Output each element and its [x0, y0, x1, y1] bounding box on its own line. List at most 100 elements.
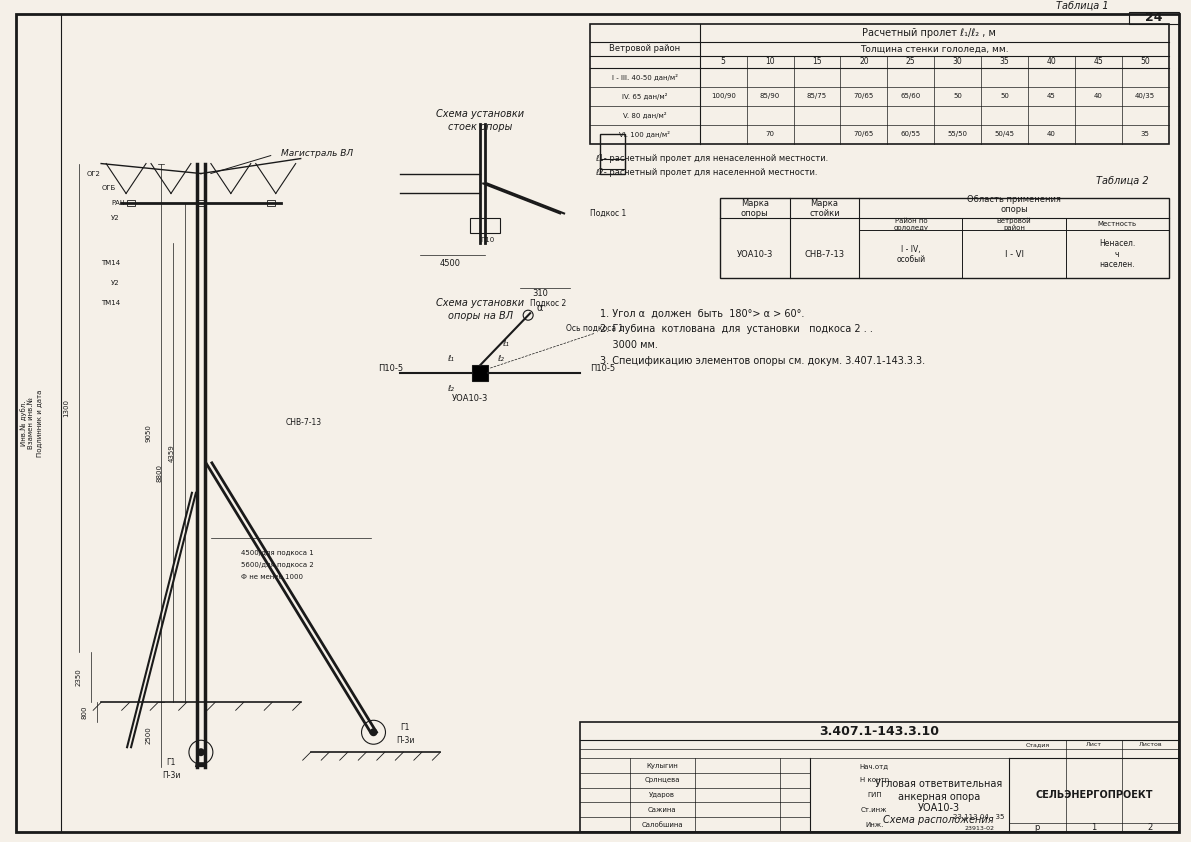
Text: ℓ2- расчетный пролет для населенной местности.: ℓ2- расчетный пролет для населенной мест… — [596, 168, 817, 177]
Text: ℓ₁: ℓ₁ — [447, 354, 454, 363]
Text: 50: 50 — [1000, 93, 1009, 99]
Text: 50: 50 — [953, 93, 962, 99]
Text: 60/55: 60/55 — [900, 131, 921, 137]
Text: Ветровой
район: Ветровой район — [997, 217, 1031, 232]
Text: РАЧ: РАЧ — [111, 200, 125, 206]
Text: Толщина стенки гололеда, мм.: Толщина стенки гололеда, мм. — [860, 45, 1009, 53]
Text: 15: 15 — [812, 57, 822, 67]
Text: 3. Спецификацию элементов опоры см. докум. 3.407.1-143.3.3.: 3. Спецификацию элементов опоры см. доку… — [600, 356, 925, 366]
Bar — [473, 365, 488, 381]
Text: 1. Угол α  должен  быть  180°> α > 60°.: 1. Угол α должен быть 180°> α > 60°. — [600, 308, 804, 318]
Text: 23.113 04   35: 23.113 04 35 — [954, 814, 1005, 820]
Text: Ненасел.
ч
населен.: Ненасел. ч населен. — [1099, 239, 1135, 269]
Text: 70/65: 70/65 — [854, 131, 874, 137]
Text: Ударов: Ударов — [649, 792, 675, 798]
Text: 23913-02: 23913-02 — [965, 825, 994, 830]
Text: VI. 100 дaн/м²: VI. 100 дaн/м² — [619, 131, 671, 137]
Text: 4500/для подкоса 1: 4500/для подкоса 1 — [241, 550, 313, 556]
Text: 9050: 9050 — [145, 424, 151, 442]
Text: Листов: Листов — [1139, 742, 1162, 747]
Text: I - IV,
особый: I - IV, особый — [897, 245, 925, 264]
Text: ГИП: ГИП — [867, 792, 881, 798]
Bar — [600, 158, 625, 168]
Text: 45: 45 — [1093, 57, 1103, 67]
Text: р: р — [1035, 823, 1040, 832]
Text: 3.407.1-143.3.10: 3.407.1-143.3.10 — [819, 725, 940, 738]
Text: Местность: Местность — [1098, 221, 1136, 227]
Bar — [580, 722, 1179, 832]
Text: 5600/для подкоса 2: 5600/для подкоса 2 — [241, 562, 313, 568]
Text: V. 80 дaн/м²: V. 80 дaн/м² — [623, 112, 667, 119]
Text: П10: П10 — [480, 237, 494, 243]
Text: ТМ14: ТМ14 — [101, 260, 120, 266]
Text: Кулыгин: Кулыгин — [647, 763, 678, 769]
Text: СНВ-7-13: СНВ-7-13 — [286, 418, 322, 428]
Text: 30: 30 — [953, 57, 962, 67]
Text: 25: 25 — [906, 57, 916, 67]
Text: Лист: Лист — [1086, 742, 1102, 747]
Text: УОА10-3: УОА10-3 — [453, 393, 488, 402]
Text: 8800: 8800 — [157, 464, 163, 482]
Text: П10-5: П10-5 — [378, 364, 403, 372]
Text: Инж.: Инж. — [865, 822, 884, 828]
Text: П-3и: П-3и — [162, 770, 180, 780]
Text: У2: У2 — [111, 280, 120, 286]
Text: стоек опоры: стоек опоры — [448, 121, 512, 131]
Text: П10-5: П10-5 — [590, 364, 615, 372]
Text: Ветровой район: Ветровой район — [610, 45, 680, 53]
Text: Схема установки: Схема установки — [436, 109, 524, 119]
Bar — [197, 200, 205, 206]
Text: IV. 65 дaн/м²: IV. 65 дaн/м² — [622, 93, 668, 99]
Text: 85/75: 85/75 — [807, 93, 827, 99]
Text: 4359: 4359 — [169, 444, 175, 461]
Text: Марка
стойки: Марка стойки — [809, 199, 840, 218]
Text: Н контр: Н контр — [860, 777, 888, 783]
Text: П-3и: П-3и — [397, 736, 414, 744]
Text: ОГБ: ОГБ — [101, 185, 116, 191]
Text: опоры на ВЛ: опоры на ВЛ — [448, 312, 513, 321]
Text: 2. Глубина  котлована  для  установки   подкоса 2 . .: 2. Глубина котлована для установки подко… — [600, 324, 873, 334]
Text: 50/45: 50/45 — [994, 131, 1015, 137]
Text: У2: У2 — [111, 216, 120, 221]
Text: 40: 40 — [1047, 57, 1056, 67]
Text: I - VI: I - VI — [1004, 250, 1023, 258]
Bar — [719, 199, 1168, 279]
Text: ℓ1- расчетный пролет для ненаселенной местности.: ℓ1- расчетный пролет для ненаселенной ме… — [596, 154, 828, 163]
Text: Сажина: Сажина — [648, 807, 676, 813]
Text: Угловая ответвительная: Угловая ответвительная — [875, 779, 1003, 789]
Text: 5: 5 — [721, 57, 725, 67]
Text: Подкос 2: Подкос 2 — [530, 299, 567, 307]
Text: 40/35: 40/35 — [1135, 93, 1155, 99]
Circle shape — [197, 749, 205, 756]
Text: УОА10-3: УОА10-3 — [736, 250, 773, 258]
Text: 2350: 2350 — [75, 669, 81, 686]
Bar — [267, 200, 275, 206]
Text: 45: 45 — [1047, 93, 1056, 99]
Text: СЕЛЬЭНЕРГОПРОЕКТ: СЕЛЬЭНЕРГОПРОЕКТ — [1035, 790, 1153, 800]
Text: 310: 310 — [532, 289, 548, 298]
Text: Салобшина: Салобшина — [642, 822, 684, 828]
Text: Таблица 1: Таблица 1 — [1056, 1, 1109, 11]
Text: Схема установки: Схема установки — [436, 298, 524, 308]
Text: 85/90: 85/90 — [760, 93, 780, 99]
Text: Г1: Г1 — [400, 722, 410, 732]
Text: Нач.отд: Нач.отд — [860, 763, 888, 769]
Text: 35: 35 — [1141, 131, 1149, 137]
Text: 65/60: 65/60 — [900, 93, 921, 99]
Text: СНВ-7-13: СНВ-7-13 — [804, 250, 844, 258]
Text: ℓ₂: ℓ₂ — [497, 354, 504, 363]
Text: Взамен инв.№: Взамен инв.№ — [29, 397, 35, 449]
Text: 35: 35 — [999, 57, 1010, 67]
Text: Ось подкоса 1: Ось подкоса 1 — [567, 323, 624, 333]
Text: УОА10-3: УОА10-3 — [917, 803, 960, 813]
Text: Район по
gололеду: Район по gололеду — [893, 218, 929, 231]
Text: Марка
опоры: Марка опоры — [741, 199, 768, 218]
Bar — [1129, 12, 1179, 24]
Text: ОГ2: ОГ2 — [86, 171, 100, 177]
Text: Ф не менее 1000: Ф не менее 1000 — [241, 573, 303, 579]
Text: 100/90: 100/90 — [711, 93, 736, 99]
Bar — [470, 218, 500, 233]
Text: Расчетный пролет ℓ₁/ℓ₂ , м: Расчетный пролет ℓ₁/ℓ₂ , м — [862, 28, 996, 38]
Text: 10: 10 — [766, 57, 775, 67]
Text: анкерная опора: анкерная опора — [898, 791, 980, 802]
